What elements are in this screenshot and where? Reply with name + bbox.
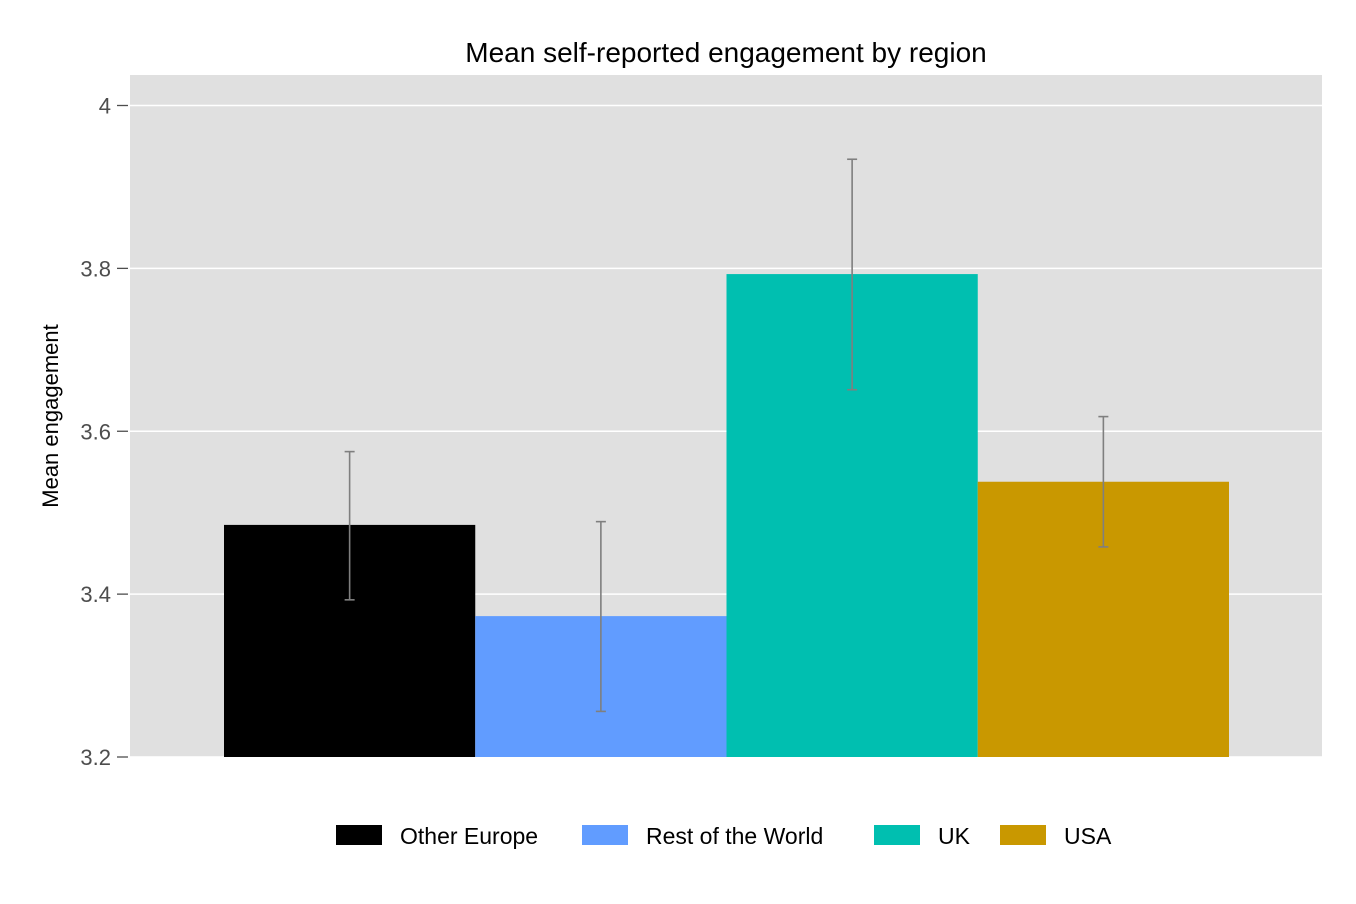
y-axis-title: Mean engagement	[38, 324, 63, 507]
legend-label: Rest of the World	[646, 823, 823, 849]
error-bar	[595, 520, 606, 713]
error-bar	[847, 158, 858, 391]
y-tick-label: 3.2	[80, 745, 111, 770]
legend-label: USA	[1064, 823, 1112, 849]
y-tick-label: 3.6	[80, 419, 111, 444]
error-bar	[1098, 415, 1109, 548]
legend-key	[336, 825, 382, 845]
legend-key	[1000, 825, 1046, 845]
legend: Other Europe Rest of the World UK USA	[336, 823, 1112, 849]
legend-key	[582, 825, 628, 845]
legend-label: UK	[938, 823, 971, 849]
y-tick-label: 4	[99, 94, 111, 119]
y-tick-label: 3.4	[80, 582, 111, 607]
y-tick-label: 3.8	[80, 256, 111, 281]
legend-label: Other Europe	[400, 823, 538, 849]
legend-key	[874, 825, 920, 845]
error-bar	[344, 450, 355, 601]
chart-title: Mean self-reported engagement by region	[465, 37, 986, 68]
y-axis: 3.2 3.4 3.6 3.8 4	[80, 94, 128, 770]
error-bars	[344, 158, 1109, 713]
